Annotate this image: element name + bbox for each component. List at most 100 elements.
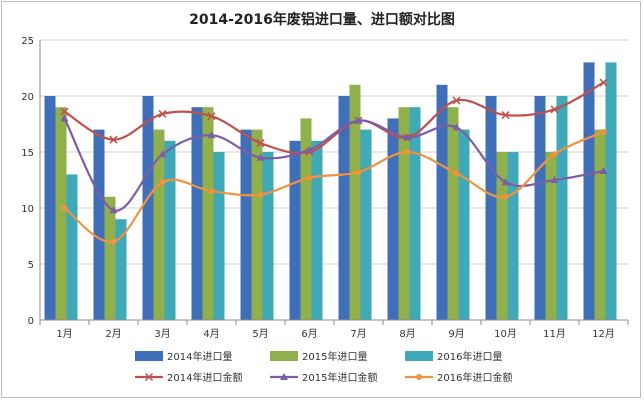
bar-3	[262, 152, 274, 320]
bar-3	[164, 140, 176, 320]
bar-3	[115, 219, 127, 320]
bar-1	[93, 129, 105, 320]
x-tick-label: 2月	[105, 328, 121, 340]
y-tick-label: 5	[28, 260, 34, 271]
bar-2	[594, 129, 606, 320]
legend-label: 2015年进口量	[302, 350, 367, 363]
point-3	[355, 169, 362, 176]
series-line-3	[63, 130, 604, 243]
point-3	[61, 205, 68, 211]
point-1	[158, 109, 167, 118]
x-tick-label: 12月	[592, 328, 615, 340]
bar-2	[545, 152, 557, 320]
point-3	[110, 238, 117, 245]
point-3	[502, 193, 509, 200]
legend-marker	[280, 373, 288, 380]
point-3	[208, 188, 215, 195]
point-2	[305, 145, 314, 153]
bar-2	[349, 84, 361, 320]
point-3	[453, 170, 460, 177]
point-3	[600, 128, 607, 135]
chart-title: 2014-2016年废铝进口量、进口额对比图	[189, 11, 455, 28]
x-tick-label: 3月	[154, 328, 170, 340]
point-3	[159, 179, 166, 186]
bar-3	[458, 129, 470, 320]
x-tick-label: 8月	[399, 328, 415, 340]
bar-3	[605, 62, 617, 321]
point-2	[109, 206, 118, 214]
point-2	[599, 167, 608, 175]
point-3	[551, 151, 558, 158]
point-2	[403, 133, 412, 141]
bar-1	[44, 96, 56, 320]
x-tick-label: 11月	[543, 328, 566, 340]
y-tick-label: 25	[21, 36, 34, 47]
point-2	[501, 178, 510, 186]
legend-label: 2016年进口量	[437, 350, 502, 363]
bar-1	[485, 96, 497, 320]
bar-3	[556, 96, 568, 320]
x-tick-label: 5月	[252, 328, 268, 340]
bar-2	[153, 129, 165, 320]
bar-1	[191, 107, 203, 320]
point-2	[452, 123, 461, 131]
point-3	[257, 191, 264, 198]
bar-2	[300, 118, 312, 321]
lines	[60, 78, 608, 245]
point-2	[256, 153, 265, 161]
bar-1	[240, 129, 252, 320]
legend-marker	[416, 374, 422, 380]
bar-1	[142, 96, 154, 320]
point-2	[158, 150, 167, 158]
point-1	[60, 107, 69, 116]
bar-2	[202, 107, 214, 320]
point-1	[452, 96, 461, 105]
legend-swatch	[135, 351, 163, 361]
legend-label: 2016年进口金额	[437, 371, 512, 384]
x-tick-label: 10月	[494, 328, 517, 340]
legend-label: 2014年进口金额	[167, 371, 242, 384]
point-1	[501, 111, 510, 120]
bar-3	[66, 174, 78, 320]
y-tick-label: 15	[21, 148, 34, 159]
y-tick-label: 0	[28, 316, 34, 327]
bar-3	[409, 107, 421, 320]
bar-1	[583, 62, 595, 321]
legend-swatch	[405, 351, 433, 361]
legend-marker	[144, 372, 154, 382]
y-tick-label: 10	[21, 204, 34, 215]
bar-1	[387, 118, 399, 321]
point-1	[550, 105, 559, 114]
bar-2	[104, 196, 116, 320]
point-2	[550, 176, 559, 183]
x-tick-label: 6月	[301, 328, 317, 340]
point-2	[207, 131, 216, 139]
bar-3	[311, 140, 323, 320]
bar-2	[496, 152, 508, 320]
point-3	[404, 149, 411, 155]
point-1	[256, 139, 265, 148]
point-2	[354, 116, 363, 124]
bar-2	[398, 107, 410, 320]
point-1	[207, 112, 216, 121]
bar-1	[534, 96, 546, 320]
bar-3	[360, 129, 372, 320]
bar-1	[338, 96, 350, 320]
legend-label: 2015年进口金额	[302, 371, 377, 384]
x-tick-label: 4月	[203, 328, 219, 340]
bar-1	[436, 84, 448, 320]
gridlines	[40, 39, 628, 265]
point-1	[109, 135, 118, 144]
legend-swatch	[270, 351, 298, 361]
axes: 0 5 10 15 20 25 1月 2月 3月 4月 5月 6月 7月 8月 9月 10月 11月 12月	[21, 36, 629, 340]
y-tick-label: 20	[21, 92, 34, 103]
x-tick-label: 9月	[448, 328, 464, 340]
series-line-1	[63, 81, 605, 155]
x-tick-label: 7月	[350, 328, 366, 340]
bar-2	[251, 129, 263, 320]
point-3	[306, 174, 313, 181]
x-tick-label: 1月	[56, 328, 72, 340]
point-1	[599, 78, 608, 87]
bar-1	[289, 140, 301, 320]
